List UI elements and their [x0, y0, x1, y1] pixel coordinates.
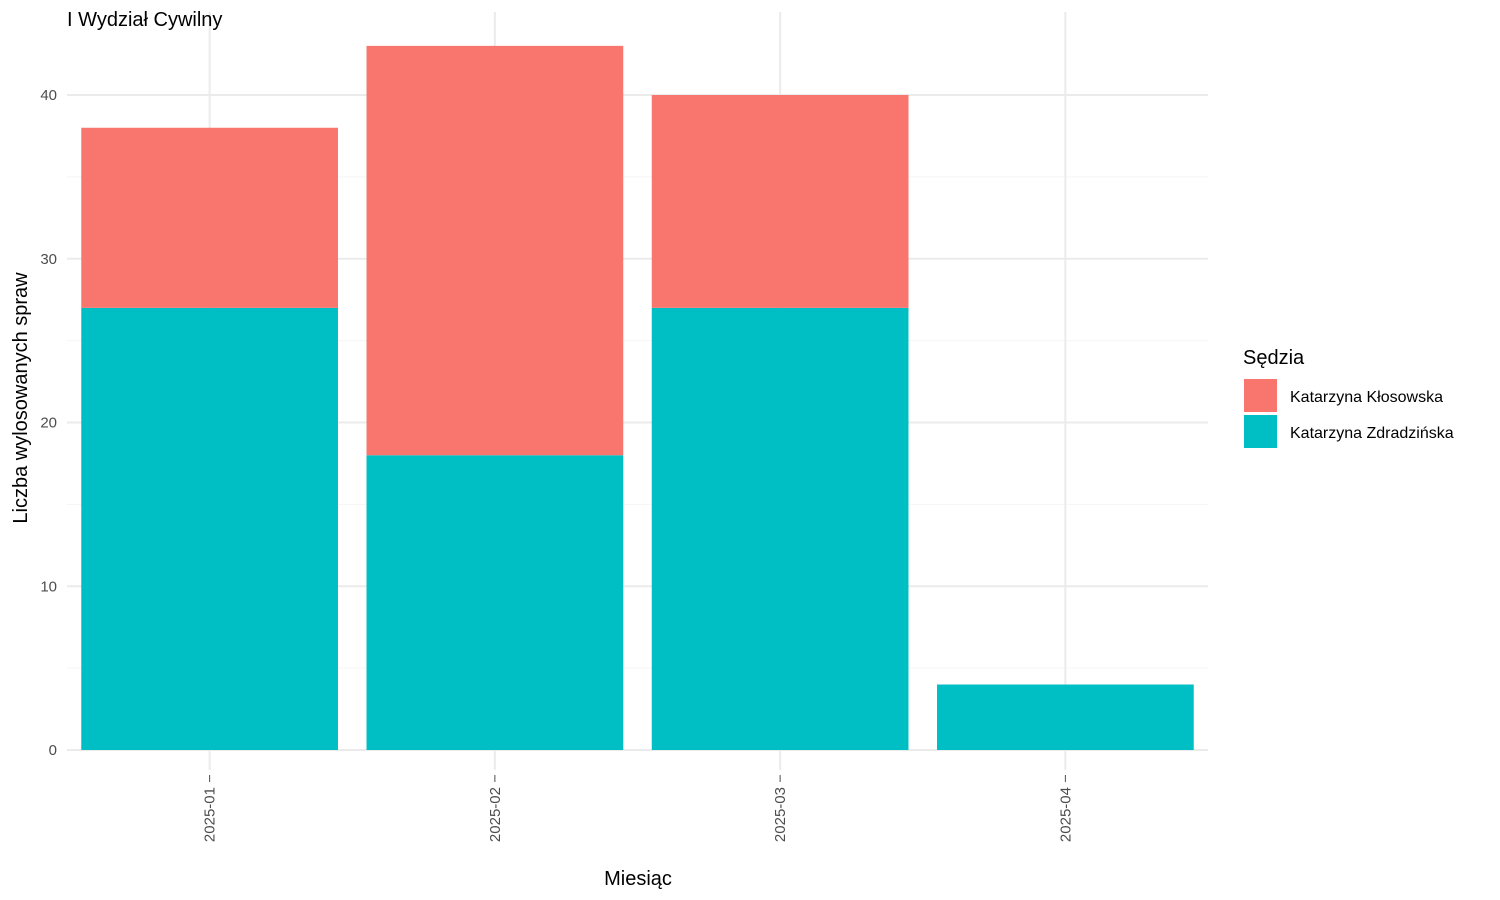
legend-title: Sędzia	[1243, 347, 1305, 369]
legend-item: Katarzyna Zdradzińska	[1244, 415, 1454, 448]
y-axis-title: Liczba wylosowanych spraw	[10, 272, 32, 524]
legend: Sędzia Katarzyna Kłosowska Katarzyna Zdra…	[1243, 347, 1454, 448]
bar-segment	[81, 307, 338, 750]
y-tick-label: 40	[40, 87, 57, 104]
bars	[81, 45, 1194, 750]
legend-swatch	[1244, 379, 1277, 412]
y-tick-label: 20	[40, 415, 57, 432]
legend-label: Katarzyna Zdradzińska	[1290, 425, 1454, 442]
x-tick-label: 2025-04	[1057, 787, 1074, 842]
bar-segment	[937, 684, 1194, 750]
y-tick-label: 10	[40, 578, 57, 595]
x-tick-label: 2025-01	[202, 787, 219, 842]
x-tick-label: 2025-02	[487, 787, 504, 842]
legend-swatch	[1244, 415, 1277, 448]
y-tick-label: 0	[49, 742, 57, 759]
y-tick-label: 30	[40, 251, 57, 268]
chart-title: I Wydział Cywilny	[67, 9, 222, 31]
legend-label: Katarzyna Kłosowska	[1290, 389, 1443, 406]
legend-items: Katarzyna Kłosowska Katarzyna Zdradzińska	[1244, 379, 1454, 448]
y-axis-ticks: 0 10 20 30 40	[40, 87, 57, 759]
x-axis-title: Miesiąc	[604, 868, 672, 890]
bar-segment	[651, 307, 909, 750]
bar-segment	[81, 127, 338, 308]
x-tick-label: 2025-03	[772, 787, 789, 842]
bar-segment	[366, 455, 624, 750]
bar-segment	[366, 45, 624, 456]
bar-segment	[651, 95, 909, 308]
legend-item: Katarzyna Kłosowska	[1244, 379, 1443, 412]
x-axis-ticks: 2025-01 2025-02 2025-03 2025-04	[202, 775, 1074, 842]
